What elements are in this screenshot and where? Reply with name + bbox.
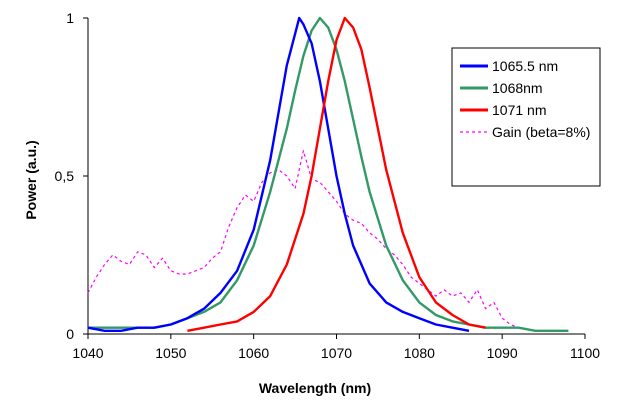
- x-tick-label: 1080: [404, 345, 435, 361]
- series-line-2: [187, 16, 486, 332]
- x-tick-label: 1060: [238, 345, 269, 361]
- x-tick-label: 1050: [155, 345, 186, 361]
- x-tick-labels: 1040 1050 1060 1070 1080 1090 1100: [72, 345, 600, 361]
- legend-label-3: Gain (beta=8%): [492, 124, 590, 140]
- y-tick-label: 0: [66, 326, 74, 342]
- x-tick-label: 1090: [487, 345, 518, 361]
- x-tick-label: 1040: [72, 345, 103, 361]
- legend-label-1: 1068nm: [492, 80, 543, 96]
- y-tick-labels: 00,51: [55, 10, 75, 342]
- axes: [83, 17, 586, 339]
- y-axis-title: Power (a.u.): [23, 140, 39, 219]
- legend: 1065.5 nm 1068nm 1071 nm Gain (beta=8%): [451, 47, 601, 187]
- series-layer: [87, 16, 569, 332]
- series-line-0: [87, 16, 470, 332]
- x-axis-title: Wavelength (nm): [259, 380, 371, 396]
- y-tick-label: 0,5: [55, 168, 75, 184]
- legend-box: [451, 47, 601, 187]
- legend-label-2: 1071 nm: [492, 102, 546, 118]
- y-tick-label: 1: [66, 10, 74, 26]
- x-tick-label: 1100: [570, 345, 600, 361]
- legend-label-0: 1065.5 nm: [492, 58, 558, 74]
- x-tick-label: 1070: [321, 345, 352, 361]
